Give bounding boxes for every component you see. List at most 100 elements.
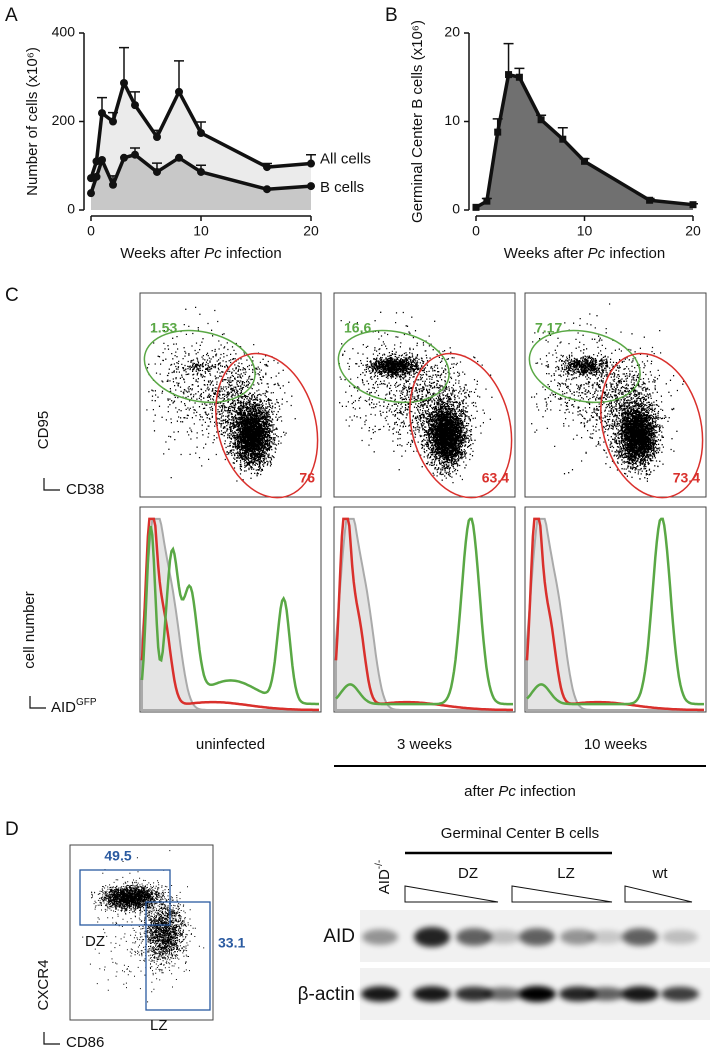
gate-value: 1.53: [150, 320, 177, 336]
error-bar: [174, 60, 184, 92]
marker: [153, 132, 161, 141]
x-tick-label: 20: [685, 223, 701, 239]
y-tick-label: 10: [444, 112, 460, 128]
lane-group: LZ: [557, 865, 575, 882]
dilution-wedge: [624, 885, 693, 903]
error-bar: [119, 46, 129, 84]
condition-label: 3 weeks: [397, 736, 452, 753]
hist-green: [335, 517, 513, 706]
marker: [537, 116, 545, 124]
marker: [92, 172, 101, 181]
blot-band: [362, 929, 398, 945]
axis-arrow: [43, 478, 60, 491]
marker: [307, 182, 315, 191]
x-axis-label-part: Weeks after: [120, 245, 204, 262]
marker: [175, 87, 183, 96]
scatter-dots: [146, 306, 296, 482]
panel-label: A: [5, 5, 18, 26]
blot-band: [588, 930, 624, 944]
hist-green: [526, 517, 704, 706]
axis-arrow: [29, 696, 46, 709]
gate-dz: [79, 869, 171, 926]
scatter-dots: [338, 311, 493, 484]
lane-group: DZ: [458, 865, 478, 882]
blot-band: [621, 986, 659, 1002]
blot-band: [560, 929, 596, 945]
y-tick-label: 0: [452, 201, 460, 217]
x-tick-label: 10: [193, 223, 209, 239]
marker: [263, 163, 271, 172]
marker: [307, 159, 315, 168]
gate-red: [215, 352, 319, 499]
marker: [197, 167, 205, 176]
group-label-part: after: [464, 783, 498, 800]
gate-red: [409, 352, 513, 499]
blot-band: [456, 928, 492, 946]
marker: [120, 79, 128, 88]
marker: [472, 203, 480, 211]
blot-band: [413, 986, 451, 1002]
y-tick-label: 20: [444, 24, 460, 40]
gate-value: 76: [299, 470, 315, 486]
condition-label: 10 weeks: [584, 736, 647, 753]
marker: [131, 101, 139, 110]
condition-label: uninfected: [196, 736, 265, 753]
gate-value: 49.5: [104, 848, 131, 864]
area: [476, 74, 693, 210]
gate-lz: [145, 901, 211, 1011]
dilution-wedge: [404, 885, 499, 903]
marker: [98, 109, 106, 118]
marker: [109, 180, 117, 189]
y-tick-label: 200: [52, 112, 76, 128]
y-axis-label: Germinal Center B cells (x10⁶): [409, 20, 426, 223]
marker: [109, 117, 117, 126]
group-label-part: Pc: [498, 783, 516, 800]
marker: [120, 153, 128, 162]
group-label-part: infection: [516, 783, 576, 800]
blot-band: [519, 928, 555, 946]
marker: [197, 129, 205, 138]
panel-label: C: [5, 285, 19, 306]
area: [91, 154, 311, 210]
axis-arrow: [43, 1032, 60, 1045]
marker: [131, 150, 139, 159]
axis-label-part: AID: [51, 699, 76, 716]
blot-band: [484, 987, 522, 1001]
marker: [581, 157, 588, 165]
scatter-dots: [82, 850, 205, 1003]
x-tick-label: 20: [303, 223, 319, 239]
x-axis-label-part: infection: [605, 245, 665, 262]
blot-band: [414, 927, 450, 947]
x-tick-label: 0: [87, 223, 95, 239]
x-tick-label: 0: [472, 223, 480, 239]
blot-band: [559, 986, 597, 1002]
marker: [98, 155, 106, 164]
gate-value: 63.4: [482, 470, 509, 486]
gate-value: 16.6: [344, 320, 371, 336]
gate-red: [600, 352, 704, 499]
blot-band: [361, 986, 399, 1002]
dilution-wedge: [511, 885, 613, 903]
blot-band: [662, 930, 698, 944]
blot-band: [455, 986, 493, 1002]
axis-label: CXCR4: [35, 960, 52, 1011]
panel-label: B: [385, 5, 398, 26]
lane-knockout-part: -/-: [374, 860, 385, 869]
series-label: B cells: [320, 179, 364, 196]
hist-green: [140, 525, 319, 706]
marker: [559, 135, 567, 143]
series-label: All cells: [320, 151, 371, 168]
scatter-frame: [139, 292, 322, 498]
blot-band: [587, 987, 625, 1001]
blot-band: [518, 986, 556, 1002]
axis-label-part: GFP: [76, 697, 97, 708]
blot-title: Germinal Center B cells: [441, 825, 599, 842]
gate-green: [337, 329, 450, 404]
lane-knockout: AID-/-: [374, 860, 393, 894]
axis-label: CD38: [66, 481, 104, 498]
lane-group: wt: [652, 865, 669, 882]
gate-green: [528, 329, 641, 404]
scatter-dots: [531, 303, 685, 482]
lane-knockout-part: AID: [376, 869, 393, 894]
